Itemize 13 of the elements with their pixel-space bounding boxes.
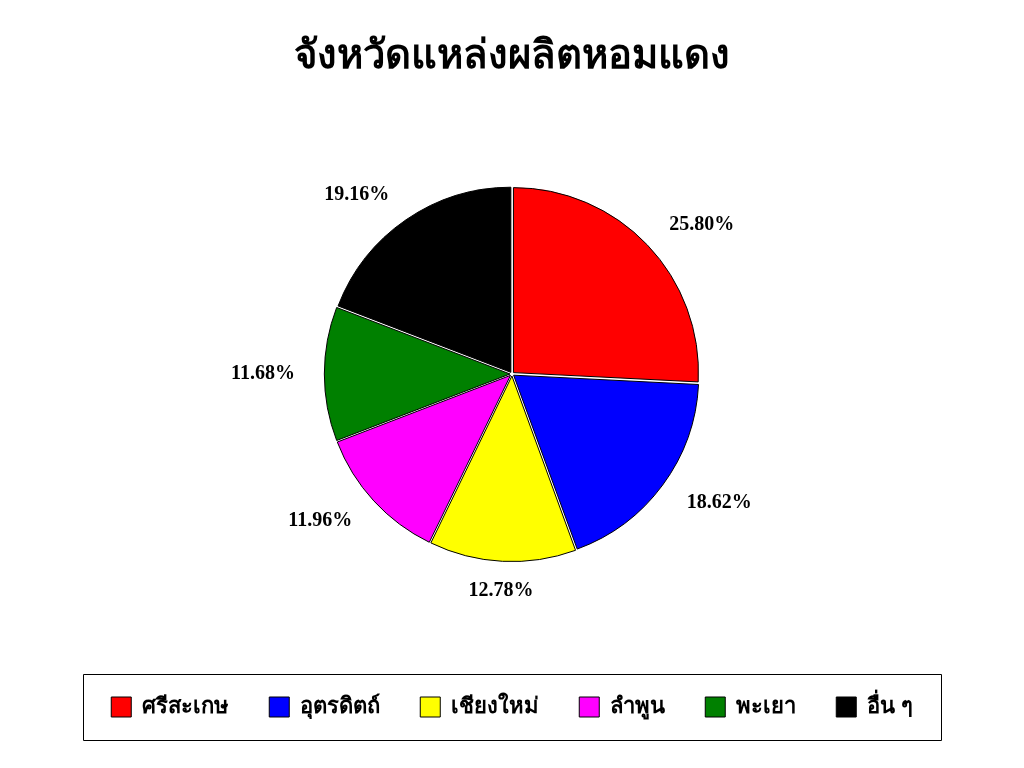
data-label: 11.68%	[231, 361, 295, 384]
data-label: 25.80%	[669, 211, 735, 234]
data-label: 11.96%	[288, 507, 353, 530]
legend-label: ลำพูน	[610, 692, 666, 720]
data-label: 18.62%	[686, 489, 752, 512]
legend-label: ศรีสะเกษ	[142, 692, 230, 718]
legend-label: เชียงใหม่	[451, 691, 540, 718]
chart-title: จังหวัดแหล่งผลิตหอมแดง	[294, 32, 730, 78]
data-label: 12.78%	[468, 577, 534, 600]
data-label: 19.16%	[324, 182, 390, 205]
legend-label: พะเยา	[736, 692, 797, 718]
legend-label: อุตรดิตถ์	[300, 692, 381, 720]
legend-label: อื่น ๆ	[867, 688, 913, 718]
